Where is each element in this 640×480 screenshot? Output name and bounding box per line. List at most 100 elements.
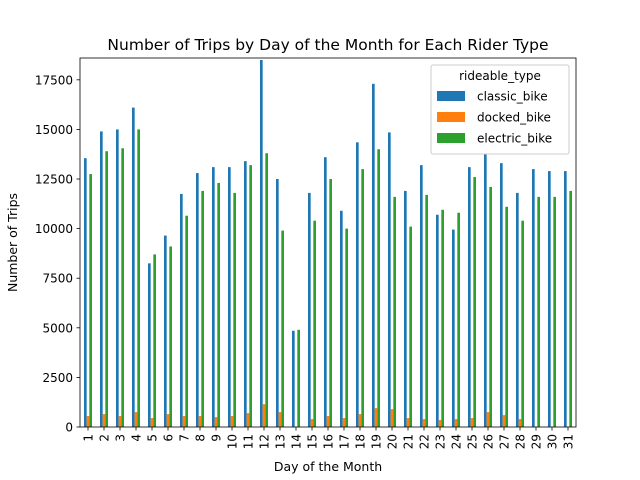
bar-classic_bike-day-1 bbox=[84, 158, 87, 427]
bar-classic_bike-day-14 bbox=[292, 330, 295, 427]
bar-classic_bike-day-20 bbox=[388, 132, 391, 427]
bar-docked_bike-day-16 bbox=[326, 416, 330, 427]
bar-classic_bike-day-18 bbox=[356, 142, 359, 427]
bar-classic_bike-day-11 bbox=[244, 161, 247, 427]
bar-docked_bike-day-2 bbox=[102, 414, 106, 427]
bar-classic_bike-day-27 bbox=[500, 163, 503, 427]
bar-docked_bike-day-7 bbox=[182, 416, 186, 427]
bar-classic_bike-day-28 bbox=[516, 192, 519, 427]
x-tick-label: 4 bbox=[130, 434, 144, 442]
x-axis-label: Day of the Month bbox=[274, 459, 382, 474]
bar-docked_bike-day-15 bbox=[310, 419, 314, 427]
bar-docked_bike-day-20 bbox=[390, 409, 394, 427]
x-tick-label: 12 bbox=[258, 434, 272, 449]
bar-docked_bike-day-13 bbox=[278, 412, 282, 427]
x-axis: 1 2 3 4 5 6 7 8 9 10 11 12 13 14 15 16 17 18 19 20 21 22 23 24 2… bbox=[82, 427, 576, 449]
x-tick-label: 24 bbox=[450, 434, 464, 449]
bar-classic_bike-day-30 bbox=[548, 171, 551, 427]
bar-electric_bike-day-12 bbox=[265, 153, 268, 428]
bar-docked_bike-day-12 bbox=[262, 404, 266, 427]
y-axis: 0 2500 5000 7500 10000 12500 15000 17500 bbox=[35, 73, 80, 435]
bar-electric_bike-day-18 bbox=[361, 169, 364, 427]
bar-electric_bike-day-3 bbox=[121, 148, 124, 427]
x-tick-label: 9 bbox=[210, 434, 224, 442]
x-tick-label: 3 bbox=[114, 434, 128, 442]
y-tick-label: 17500 bbox=[35, 73, 73, 87]
bar-classic_bike-day-24 bbox=[452, 229, 455, 427]
x-tick-label: 7 bbox=[178, 434, 192, 442]
bar-docked_bike-day-5 bbox=[150, 418, 154, 427]
bar-electric_bike-day-16 bbox=[329, 179, 332, 427]
legend-label-docked_bike: docked_bike bbox=[477, 111, 551, 125]
bar-electric_bike-day-30 bbox=[553, 196, 556, 427]
bar-classic_bike-day-21 bbox=[404, 190, 407, 427]
x-tick-label: 31 bbox=[562, 434, 576, 449]
x-tick-label: 15 bbox=[306, 434, 320, 449]
bar-docked_bike-day-19 bbox=[374, 408, 378, 427]
legend: rideable_type classic_bike docked_bikeele… bbox=[430, 64, 570, 155]
x-tick-label: 21 bbox=[402, 434, 416, 449]
bar-classic_bike-day-8 bbox=[196, 173, 199, 427]
x-tick-label: 18 bbox=[354, 434, 368, 449]
bar-classic_bike-day-26 bbox=[484, 154, 487, 427]
x-tick-label: 17 bbox=[338, 434, 352, 449]
bar-docked_bike-day-22 bbox=[422, 419, 426, 427]
x-tick-label: 23 bbox=[434, 434, 448, 449]
x-tick-label: 11 bbox=[242, 434, 256, 449]
x-tick-label: 29 bbox=[530, 434, 544, 449]
x-tick-label: 5 bbox=[146, 434, 160, 442]
bar-electric_bike-day-23 bbox=[441, 209, 444, 427]
bar-classic_bike-day-10 bbox=[228, 167, 231, 428]
bar-classic_bike-day-23 bbox=[436, 214, 439, 427]
y-tick-label: 7500 bbox=[42, 272, 73, 286]
bar-docked_bike-day-8 bbox=[198, 416, 202, 427]
bar-classic_bike-day-19 bbox=[372, 83, 375, 427]
bar-electric_bike-day-20 bbox=[393, 196, 396, 427]
bar-classic_bike-day-12 bbox=[260, 59, 263, 427]
bar-docked_bike-day-23 bbox=[438, 420, 442, 427]
bar-docked_bike-day-25 bbox=[470, 418, 474, 427]
x-tick-label: 22 bbox=[418, 434, 432, 449]
bar-docked_bike-day-24 bbox=[454, 419, 458, 427]
bar-electric_bike-day-21 bbox=[409, 226, 412, 427]
y-tick-label: 12500 bbox=[35, 173, 73, 187]
bar-docked_bike-day-10 bbox=[230, 416, 234, 427]
y-tick-label: 2500 bbox=[42, 371, 73, 385]
x-tick-label: 16 bbox=[322, 434, 336, 449]
bar-classic_bike-day-9 bbox=[212, 167, 215, 428]
bar-docked_bike-day-18 bbox=[358, 414, 362, 427]
bar-classic_bike-day-25 bbox=[468, 167, 471, 428]
x-tick-label: 8 bbox=[194, 434, 208, 442]
bar-electric_bike-day-28 bbox=[521, 220, 524, 427]
legend-title: rideable_type bbox=[459, 69, 541, 83]
x-tick-label: 1 bbox=[82, 434, 96, 442]
bar-classic_bike-day-13 bbox=[276, 179, 279, 427]
bar-classic_bike-day-29 bbox=[532, 169, 535, 427]
bar-electric_bike-day-1 bbox=[89, 174, 92, 427]
y-tick-label: 10000 bbox=[35, 222, 73, 236]
bar-electric_bike-day-15 bbox=[313, 220, 316, 427]
x-tick-label: 26 bbox=[482, 434, 496, 449]
bar-electric_bike-day-27 bbox=[505, 206, 508, 427]
bar-electric_bike-day-29 bbox=[537, 196, 540, 427]
bar-electric_bike-day-9 bbox=[217, 182, 220, 427]
legend-label-electric_bike: electric_bike bbox=[477, 132, 552, 146]
bar-electric_bike-day-2 bbox=[105, 151, 108, 428]
bar-classic_bike-day-16 bbox=[324, 157, 327, 427]
x-tick-label: 19 bbox=[370, 434, 384, 449]
bar-electric_bike-day-22 bbox=[425, 194, 428, 427]
bar-classic_bike-day-31 bbox=[564, 171, 567, 427]
x-tick-label: 10 bbox=[226, 434, 240, 449]
bar-electric_bike-day-10 bbox=[233, 192, 236, 427]
x-tick-label: 30 bbox=[546, 434, 560, 449]
bar-electric_bike-day-4 bbox=[137, 129, 140, 428]
x-tick-label: 27 bbox=[498, 434, 512, 449]
x-tick-label: 20 bbox=[386, 434, 400, 449]
bar-docked_bike-day-27 bbox=[502, 415, 506, 427]
x-tick-label: 14 bbox=[290, 434, 304, 449]
legend-box bbox=[430, 64, 570, 155]
bar-electric_bike-day-17 bbox=[345, 228, 348, 427]
x-tick-label: 2 bbox=[98, 434, 112, 442]
bar-electric_bike-day-11 bbox=[249, 165, 252, 427]
